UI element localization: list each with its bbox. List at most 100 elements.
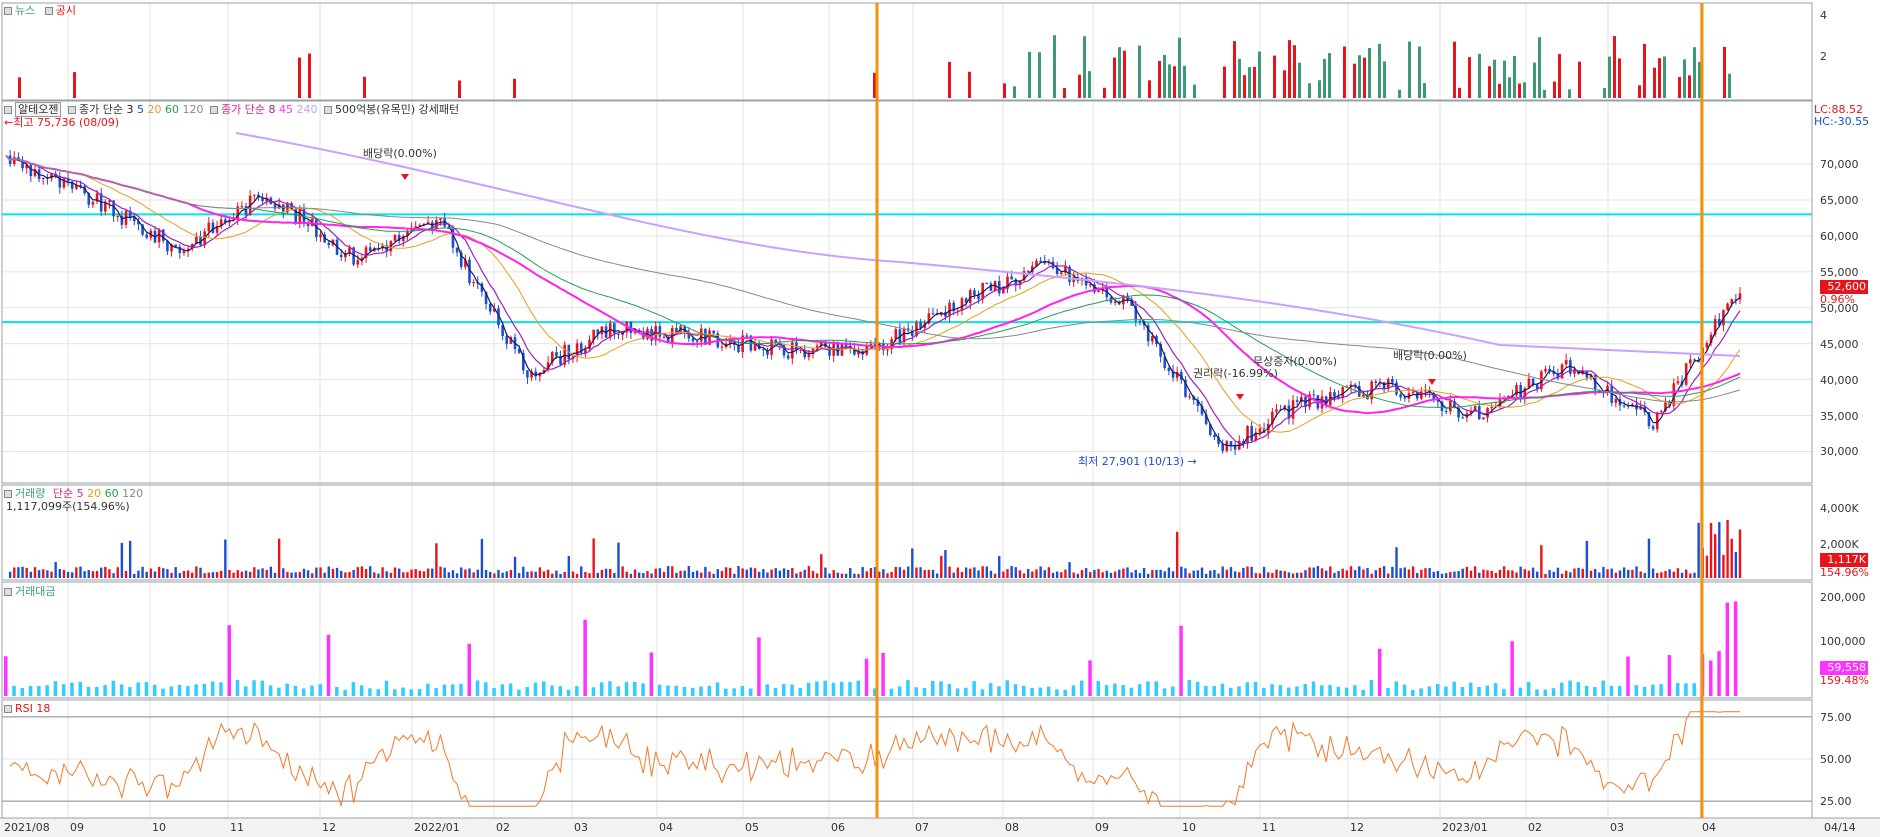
volume-bar: [637, 572, 641, 578]
news-bar: [1253, 66, 1256, 98]
candle-body: [1664, 402, 1667, 412]
volume-bar: [1552, 571, 1555, 578]
candle-body: [981, 283, 984, 300]
candle-body: [1134, 305, 1138, 321]
candle-body: [579, 343, 583, 353]
candle-body: [414, 226, 418, 229]
amount-last-pct: 159.48%: [1820, 674, 1869, 687]
volume-bar: [1593, 569, 1597, 578]
amount-bar: [1137, 684, 1142, 696]
candle-body: [1531, 378, 1535, 386]
candle-body: [753, 342, 757, 351]
volume-bar: [182, 570, 186, 578]
amount-bar: [235, 680, 240, 696]
volume-bar: [1490, 570, 1493, 578]
x-tick: 05: [745, 821, 759, 834]
volume-bar: [1258, 573, 1262, 578]
volume-bar: [650, 573, 653, 578]
candle-body: [364, 247, 368, 258]
volume-bar: [232, 572, 235, 578]
news-bar: [1658, 58, 1661, 98]
amount-bar: [1651, 684, 1655, 696]
volume-bar: [969, 568, 972, 578]
candle-body: [1486, 407, 1489, 418]
volume-bar: [1527, 570, 1531, 578]
amount-bar: [1642, 686, 1647, 696]
news-bar: [1123, 50, 1126, 98]
amount-bar: [897, 686, 902, 696]
amount-bar: [864, 658, 869, 696]
volume-tick: 2,000K: [1820, 538, 1859, 551]
amount-bar: [1286, 687, 1291, 696]
amount-bar: [1617, 686, 1622, 696]
amount-bar: [1113, 683, 1117, 696]
candle-body: [911, 330, 914, 337]
volume-bar: [1084, 568, 1088, 578]
volume-bar: [178, 573, 182, 578]
candle-body: [418, 225, 422, 227]
amount-bar: [641, 683, 645, 696]
candle-body: [898, 329, 902, 343]
amount-bar: [1336, 686, 1341, 696]
volume-bar: [389, 572, 393, 578]
candle-body: [1059, 272, 1063, 274]
disclosure-label[interactable]: 공시: [55, 4, 76, 17]
volume-bar: [580, 566, 583, 578]
amount-bar: [1270, 684, 1274, 696]
volume-bar: [1349, 566, 1353, 578]
volume-bar: [298, 572, 302, 578]
candle-body: [1382, 382, 1386, 389]
volume-bar: [1391, 566, 1394, 578]
volume-bar: [956, 567, 960, 578]
news-legend[interactable]: 뉴스 공시: [4, 4, 76, 17]
news-bar: [1118, 47, 1121, 98]
candle-body: [1730, 299, 1734, 304]
volume-bar: [919, 567, 922, 578]
amount-bar: [550, 685, 554, 696]
volume-bar: [406, 572, 409, 578]
volume-bar: [1233, 571, 1237, 578]
stock-name[interactable]: 알테오젠: [15, 102, 62, 117]
candle-body: [1676, 381, 1680, 384]
volume-bar: [124, 570, 128, 578]
news-bar: [1178, 37, 1181, 98]
candle-body: [1705, 342, 1709, 348]
amount-bar: [674, 685, 678, 696]
candle-body: [219, 219, 223, 226]
candle-body: [1564, 360, 1568, 365]
volume-bar: [1581, 568, 1584, 578]
volume-bar: [426, 568, 430, 578]
amount-bar: [434, 688, 438, 696]
news-bar: [1533, 62, 1536, 98]
candle-body: [1589, 375, 1593, 378]
volume-bar: [882, 569, 885, 578]
volume-bar: [509, 569, 513, 578]
volume-bar: [1279, 570, 1282, 578]
news-bar: [1418, 46, 1421, 98]
news-bar: [1508, 77, 1511, 98]
candle-body: [240, 206, 244, 208]
volume-bar: [273, 572, 277, 578]
x-tick: 10: [152, 821, 166, 834]
candle-body: [1403, 397, 1407, 399]
volume-bar: [236, 570, 239, 578]
rsi-tick: 25.00: [1820, 795, 1852, 809]
volume-bar: [1660, 572, 1663, 578]
candle-body: [1465, 413, 1469, 418]
news-bar: [1398, 89, 1401, 98]
volume-bar: [1370, 573, 1373, 578]
volume-bar: [1523, 569, 1527, 578]
candle-body: [244, 206, 248, 215]
candle-body: [1093, 284, 1096, 293]
amount-bar: [633, 681, 637, 696]
volume-bar: [323, 572, 326, 578]
news-bar: [1233, 41, 1236, 98]
news-label[interactable]: 뉴스: [15, 4, 36, 17]
candle-body: [1444, 411, 1448, 413]
amount-bar: [558, 686, 563, 696]
news-bar: [1683, 59, 1686, 98]
amount-bar: [227, 625, 231, 696]
candle-body: [737, 344, 740, 353]
volume-bar: [923, 570, 926, 578]
volume-bar: [455, 573, 459, 578]
